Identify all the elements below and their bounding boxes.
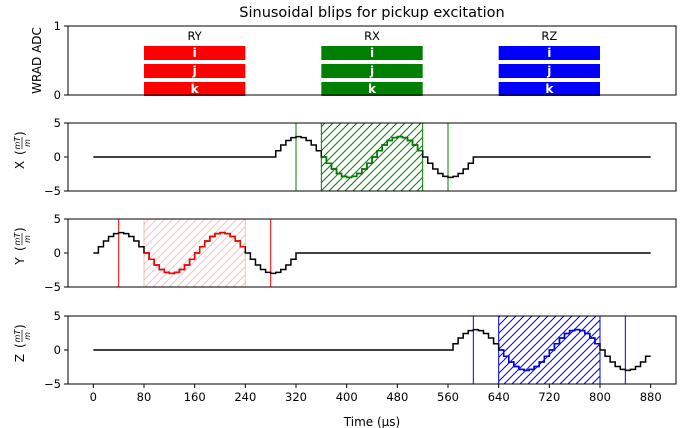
adc-bar-j [498,64,600,78]
panel-x: −5 0 5 X (mT m) [13,116,677,198]
x-axis-label: Time (μs) [343,415,400,428]
adc-block-ry: RY ijk [144,29,246,96]
y-tick-label: 5 [54,116,61,130]
adc-bar-j [321,64,423,78]
y-axis-paren-open: ( [13,343,27,348]
y-axis-unit-den: m [23,139,32,147]
panel-frame [67,315,677,385]
adc-block-rz: RZ ijk [498,29,600,96]
x-tick-label: 160 [184,390,206,404]
adc-block-title: RZ [541,29,557,43]
x-axis: 0 80 160 240 320 400 480 560 640 720 800 880 [90,384,662,404]
x-tick-label: 560 [437,390,459,404]
y-axis-unit-num: mT [13,136,22,150]
panel-y: −5 0 5 Y (mT m) [13,212,677,294]
adc-bar-label: j [369,64,374,78]
y-axis-label: X (mT m) [13,131,32,169]
adc-bar-label: j [546,64,551,78]
panel-frame [67,218,677,288]
y-axis-paren-open: ( [13,246,27,251]
y-axis-unit-den: m [23,332,32,340]
y-axis-unit-num: mT [13,232,22,246]
adc-bar-k [144,82,246,96]
y-axis-label: Y (mT m) [13,227,32,265]
x-tick-label: 800 [589,390,611,404]
y-axis-unit-num: mT [13,329,22,343]
adc-block-title: RX [364,29,380,43]
adc-bar-i [498,46,600,60]
x-tick-label: 880 [640,390,662,404]
y-tick-label: −5 [44,377,61,391]
y-axis-name: X [13,161,27,169]
readout-line [321,135,423,179]
y-tick-label: 0 [54,88,61,102]
adc-bar-label: k [368,82,377,96]
y-axis-paren-close: ) [13,131,27,136]
x-tick-label: 480 [386,390,408,404]
adc-bar-label: k [191,82,200,96]
y-axis-name: Z [13,354,27,362]
x-tick-label: 720 [538,390,560,404]
y-axis-paren-open: ( [13,150,27,155]
readout-line [498,328,600,372]
chart-title: Sinusoidal blips for pickup excitation [239,5,504,21]
adc-bar-label: i [547,46,551,60]
readout-line [144,231,246,275]
x-tick-label: 400 [336,390,358,404]
adc-bar-i [144,46,246,60]
y-axis-paren-close: ) [13,227,27,232]
y-tick-label: 1 [54,19,61,33]
panel-z: −5 0 5 Z (mT m) [13,309,677,391]
adc-bar-label: k [545,82,554,96]
y-tick-label: 0 [54,343,61,357]
y-tick-label: 0 [54,246,61,260]
y-axis-unit-den: m [23,235,32,243]
x-tick-label: 320 [285,390,307,404]
y-tick-label: 0 [54,150,61,164]
panel-frame [67,25,677,96]
y-tick-label: 5 [54,309,61,323]
x-tick-label: 0 [90,390,97,404]
y-tick-label: −5 [44,280,61,294]
adc-bar-j [144,64,246,78]
y-axis-label: WRAD ADC [30,27,44,94]
y-tick-label: −5 [44,184,61,198]
y-axis-name: Y [13,257,27,266]
adc-block-rx: RX ijk [321,29,423,96]
adc-bar-k [498,82,600,96]
x-tick-label: 80 [137,390,152,404]
x-tick-label: 240 [234,390,256,404]
x-tick-label: 640 [488,390,510,404]
adc-bar-label: i [193,46,197,60]
adc-bar-label: j [192,64,197,78]
adc-bar-i [321,46,423,60]
adc-bar-label: i [370,46,374,60]
panel-frame [67,122,677,192]
y-tick-label: 5 [54,212,61,226]
y-axis-paren-close: ) [13,324,27,329]
adc-block-title: RY [188,29,203,43]
adc-bar-k [321,82,423,96]
y-axis-label: Z (mT m) [13,324,32,362]
